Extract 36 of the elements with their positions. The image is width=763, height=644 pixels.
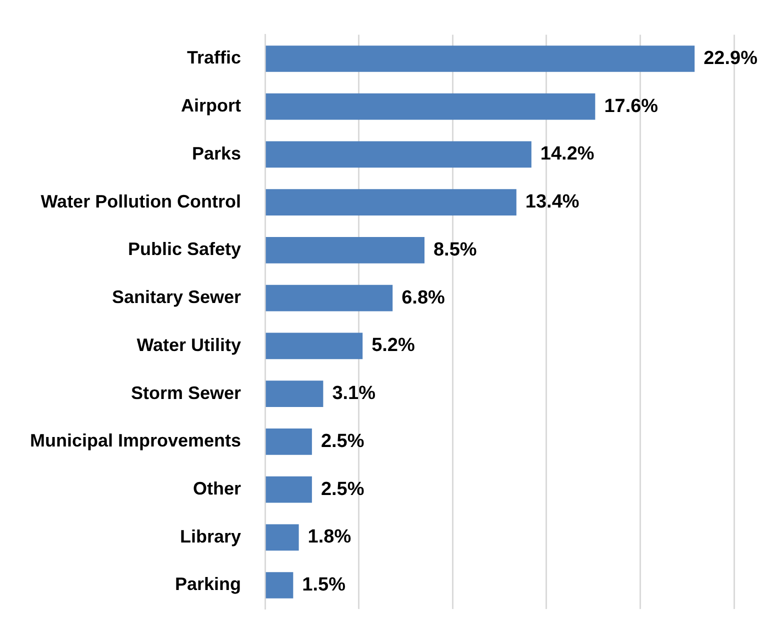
y-tick-label: Sanitary Sewer [112, 287, 242, 308]
data-label: 14.2% [540, 144, 594, 165]
data-label: 17.6% [604, 96, 658, 117]
bar [266, 524, 299, 551]
data-label: 8.5% [433, 239, 477, 260]
data-label: 13.4% [525, 192, 580, 213]
y-tick-label: Parks [192, 143, 242, 164]
y-tick-label: Library [180, 526, 242, 546]
y-tick-label: Water Utility [136, 334, 242, 355]
data-label: 1.8% [308, 526, 352, 548]
data-label: 3.1% [332, 383, 376, 404]
bar [266, 237, 424, 264]
y-tick-label: Other [193, 478, 242, 498]
bar [266, 380, 324, 407]
data-label: 22.9% [704, 48, 758, 69]
bar [266, 284, 393, 312]
data-label: 2.5% [320, 478, 364, 500]
bar [266, 332, 363, 360]
data-label: 6.8% [402, 287, 446, 308]
bar [266, 141, 532, 168]
bar [266, 93, 596, 120]
data-label: 2.5% [320, 430, 364, 452]
data-label: 1.5% [302, 574, 346, 596]
bar [266, 428, 312, 455]
data-label: 5.2% [372, 335, 415, 356]
y-tick-label: Traffic [187, 48, 242, 68]
y-tick-label: Public Safety [128, 239, 242, 260]
bar [266, 189, 516, 216]
y-tick-label: Water Pollution Control [40, 191, 242, 212]
y-tick-label: Airport [181, 96, 242, 116]
y-tick-label: Parking [175, 574, 242, 594]
bar [266, 476, 312, 503]
y-tick-label: Storm Sewer [130, 382, 242, 403]
y-tick-label: Municipal Improvements [30, 430, 242, 451]
bar [266, 572, 294, 598]
bar [266, 46, 695, 72]
